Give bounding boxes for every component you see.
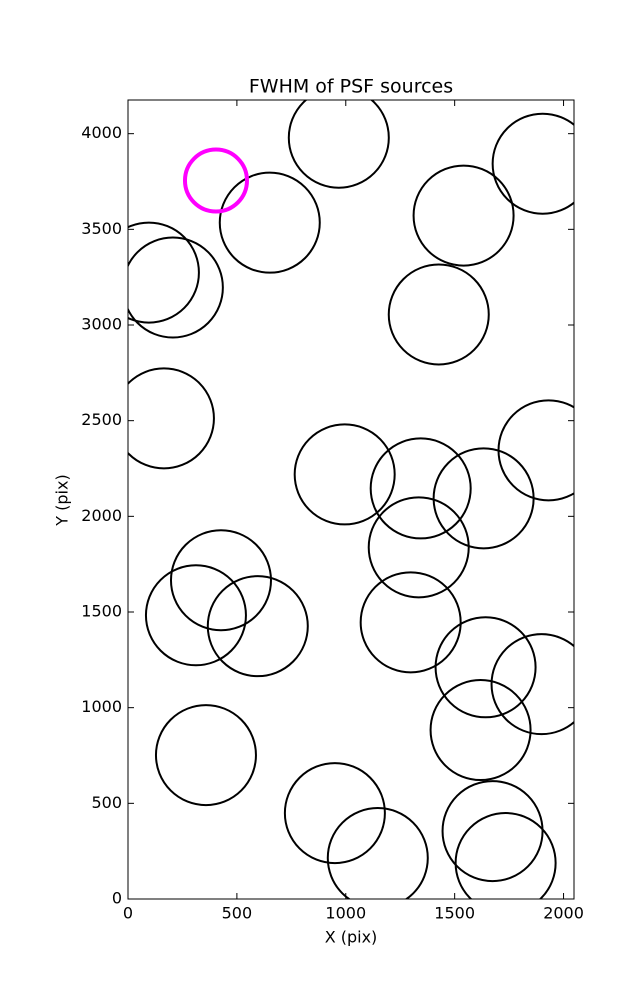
source-circle — [283, 762, 386, 865]
source-circle — [367, 496, 470, 599]
x-tick-label: 500 — [222, 904, 253, 923]
source-circle — [293, 423, 396, 526]
source-circle — [182, 147, 249, 214]
source-circle — [432, 447, 535, 550]
y-tick-label: 1500 — [81, 602, 122, 621]
chart-title: FWHM of PSF sources — [249, 76, 453, 98]
source-circle — [490, 633, 574, 736]
source-circle — [154, 704, 257, 807]
source-circle — [369, 437, 472, 540]
plot-frame — [127, 99, 575, 900]
x-tick-label: 1000 — [325, 904, 366, 923]
y-tick-label: 1000 — [81, 697, 122, 716]
y-tick-label: 3000 — [81, 315, 122, 334]
y-tick-label: 3500 — [81, 219, 122, 238]
y-tick-label: 0 — [112, 889, 122, 908]
source-circle — [491, 112, 574, 215]
source-circle — [144, 564, 247, 667]
y-tick-label: 500 — [91, 793, 122, 812]
source-circle — [497, 399, 574, 502]
source-circle — [218, 171, 321, 274]
source-circle — [441, 780, 544, 883]
source-circle — [434, 616, 537, 719]
source-circle — [429, 679, 532, 782]
source-circle — [128, 221, 200, 324]
plot-area — [128, 100, 574, 899]
x-tick-label: 1500 — [434, 904, 475, 923]
source-circle — [387, 263, 490, 366]
source-circle — [326, 807, 429, 899]
y-tick-label: 2000 — [81, 506, 122, 525]
x-tick-label: 2000 — [543, 904, 584, 923]
x-tick-label: 0 — [123, 904, 133, 923]
source-circle — [412, 164, 515, 267]
source-circle — [128, 367, 215, 470]
source-circle — [454, 812, 557, 899]
source-circle — [169, 529, 272, 632]
source-circle — [359, 571, 462, 674]
x-axis-label: X (pix) — [325, 928, 378, 947]
source-circle — [128, 236, 224, 339]
source-circle — [206, 575, 309, 678]
y-tick-label: 2500 — [81, 410, 122, 429]
y-axis-label: Y (pix) — [53, 474, 72, 526]
source-circle — [287, 100, 390, 189]
y-tick-label: 4000 — [81, 123, 122, 142]
